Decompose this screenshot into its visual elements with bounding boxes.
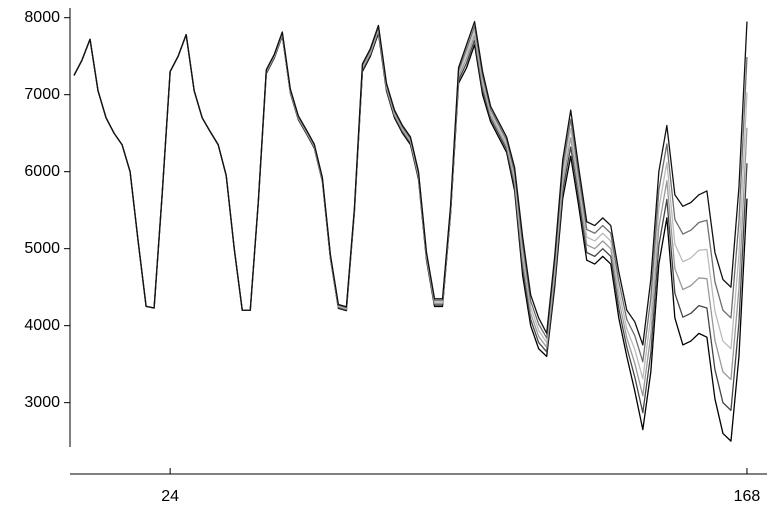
series-line: [73, 27, 748, 380]
y-tick-label: 4000: [24, 317, 60, 334]
series-line: [73, 25, 748, 363]
x-tick-label: 24: [161, 488, 179, 505]
y-tick-label: 6000: [24, 163, 60, 180]
y-tick-label: 5000: [24, 240, 60, 257]
series-line: [73, 32, 748, 442]
y-tick-label: 7000: [24, 86, 60, 103]
y-tick-label: 8000: [24, 9, 60, 26]
x-tick-label: 168: [734, 488, 761, 505]
y-tick-label: 3000: [24, 394, 60, 411]
series-line: [73, 20, 748, 346]
